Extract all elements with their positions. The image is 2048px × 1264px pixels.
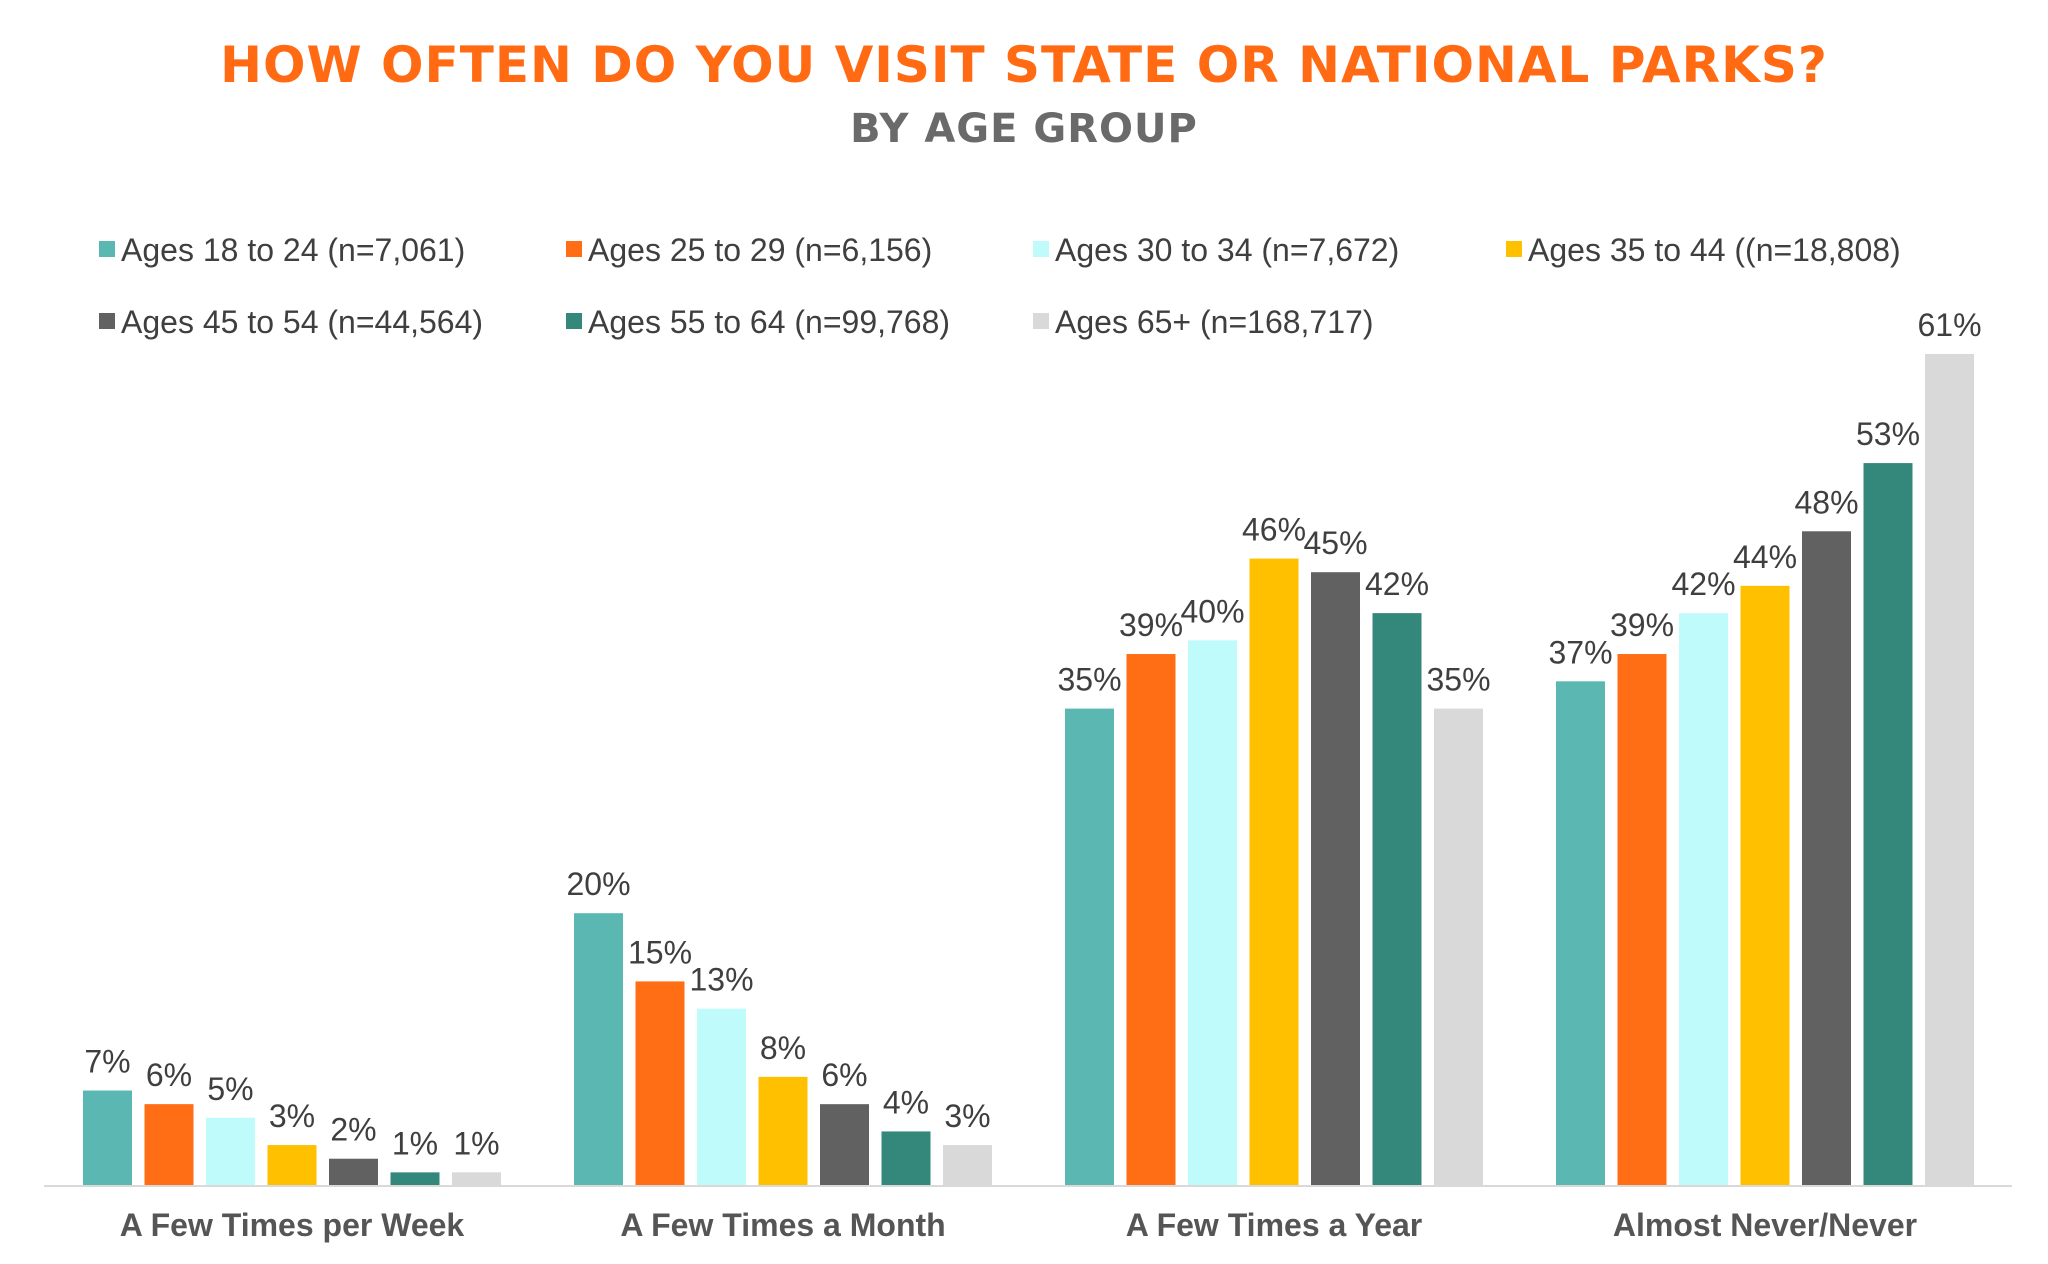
- x-tick-label: A Few Times a Year: [1126, 1207, 1422, 1243]
- bar: [1372, 613, 1422, 1186]
- data-label: 7%: [84, 1044, 130, 1080]
- data-label: 6%: [146, 1057, 192, 1093]
- data-label: 1%: [392, 1125, 438, 1161]
- legend-swatch: [99, 241, 115, 257]
- data-label: 39%: [1119, 607, 1183, 643]
- bar: [390, 1172, 440, 1186]
- bar: [758, 1076, 808, 1186]
- value-labels: 7% 6% 5%3% 2% 1% 1%20%15%13%8%6%4% 3%35%39%40%…: [84, 307, 1981, 1161]
- data-label: 3%: [944, 1098, 990, 1134]
- data-label: 46%: [1242, 512, 1306, 548]
- bar: [329, 1158, 378, 1186]
- data-label: 53%: [1856, 416, 1920, 452]
- bar: [1740, 585, 1790, 1186]
- x-tick-label: A Few Times per Week: [120, 1207, 465, 1243]
- legend-swatch: [1506, 241, 1522, 257]
- legend-item: Ages 25 to 29 (n=6,156): [566, 232, 932, 268]
- legend-label: Ages 65+ (n=168,717): [1055, 304, 1373, 340]
- legend-item: Ages 30 to 34 (n=7,672): [1033, 232, 1399, 268]
- data-label: 37%: [1548, 634, 1612, 670]
- chart-title: HOW OFTEN DO YOU VISIT STATE OR NATIONAL…: [220, 36, 1828, 94]
- bar: [1188, 640, 1237, 1186]
- bar: [1925, 353, 1974, 1187]
- bar: [1126, 654, 1176, 1186]
- bar: [206, 1117, 255, 1186]
- bar: [1556, 681, 1605, 1186]
- bar: [1863, 463, 1913, 1187]
- bar: [1679, 613, 1728, 1186]
- bar: [574, 913, 623, 1186]
- legend-swatch: [566, 241, 582, 257]
- legend-label: Ages 18 to 24 (n=7,061): [121, 232, 465, 268]
- bar: [267, 1145, 317, 1186]
- bar: [881, 1131, 931, 1186]
- data-label: 61%: [1917, 307, 1981, 343]
- category-labels: A Few Times per Week A Few Times a Month A…: [120, 1207, 1917, 1243]
- data-label: 4%: [883, 1084, 929, 1120]
- data-label: 48%: [1794, 484, 1858, 520]
- legend-label: Ages 35 to 44 ((n=18,808): [1528, 232, 1901, 268]
- data-label: 45%: [1303, 525, 1367, 561]
- data-label: 42%: [1671, 566, 1735, 602]
- bar: [635, 981, 685, 1186]
- bar: [1802, 531, 1851, 1186]
- legend-item: Ages 55 to 64 (n=99,768): [566, 304, 950, 340]
- data-label: 42%: [1365, 566, 1429, 602]
- data-label: 1%: [453, 1125, 499, 1161]
- legend-swatch: [566, 313, 582, 329]
- data-label: 3%: [269, 1098, 315, 1134]
- bar: [144, 1104, 194, 1186]
- data-label: 8%: [760, 1030, 806, 1066]
- bar: [697, 1008, 746, 1186]
- data-label: 5%: [207, 1071, 253, 1107]
- bar: [820, 1104, 869, 1186]
- data-label: 44%: [1733, 539, 1797, 575]
- legend-swatch: [1033, 241, 1049, 257]
- x-tick-label: A Few Times a Month: [620, 1207, 945, 1243]
- data-label: 2%: [330, 1112, 376, 1148]
- data-label: 20%: [566, 866, 630, 902]
- bar: [83, 1090, 132, 1186]
- data-label: 35%: [1426, 662, 1490, 698]
- legend: Ages 18 to 24 (n=7,061) Ages 25 to 29 (n=…: [99, 232, 1901, 340]
- legend-item: Ages 65+ (n=168,717): [1033, 304, 1373, 340]
- data-label: 40%: [1180, 593, 1244, 629]
- legend-item: Ages 45 to 54 (n=44,564): [99, 304, 483, 340]
- bar: [452, 1172, 501, 1186]
- bar: [1249, 558, 1299, 1186]
- legend-item: Ages 35 to 44 ((n=18,808): [1506, 232, 1901, 268]
- data-label: 13%: [689, 962, 753, 998]
- chart-subtitle: BY AGE GROUP: [850, 106, 1198, 152]
- data-label: 6%: [821, 1057, 867, 1093]
- bar: [1311, 572, 1360, 1186]
- legend-label: Ages 25 to 29 (n=6,156): [588, 232, 932, 268]
- bar: [1065, 708, 1114, 1186]
- legend-label: Ages 55 to 64 (n=99,768): [588, 304, 950, 340]
- x-tick-label: Almost Never/Never: [1613, 1207, 1917, 1243]
- bar-series: [83, 353, 1974, 1187]
- bar: [1434, 708, 1483, 1186]
- legend-item: Ages 18 to 24 (n=7,061): [99, 232, 465, 268]
- legend-swatch: [99, 313, 115, 329]
- bar: [1617, 654, 1667, 1186]
- bar: [943, 1145, 992, 1186]
- data-label: 15%: [628, 934, 692, 970]
- data-label: 35%: [1057, 662, 1121, 698]
- legend-label: Ages 30 to 34 (n=7,672): [1055, 232, 1399, 268]
- data-label: 39%: [1610, 607, 1674, 643]
- legend-label: Ages 45 to 54 (n=44,564): [121, 304, 483, 340]
- legend-swatch: [1033, 313, 1049, 329]
